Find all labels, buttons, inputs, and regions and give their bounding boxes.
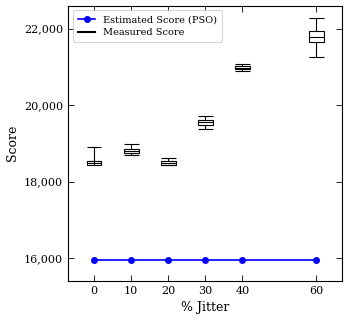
Bar <box>235 66 250 69</box>
Legend: Estimated Score (PSO), Measured Score: Estimated Score (PSO), Measured Score <box>73 11 222 42</box>
Bar <box>161 161 176 165</box>
Bar <box>309 31 324 42</box>
Bar <box>198 120 213 124</box>
Y-axis label: Score: Score <box>6 125 18 162</box>
Bar <box>87 161 102 165</box>
Bar <box>124 149 139 153</box>
X-axis label: % Jitter: % Jitter <box>181 301 229 315</box>
